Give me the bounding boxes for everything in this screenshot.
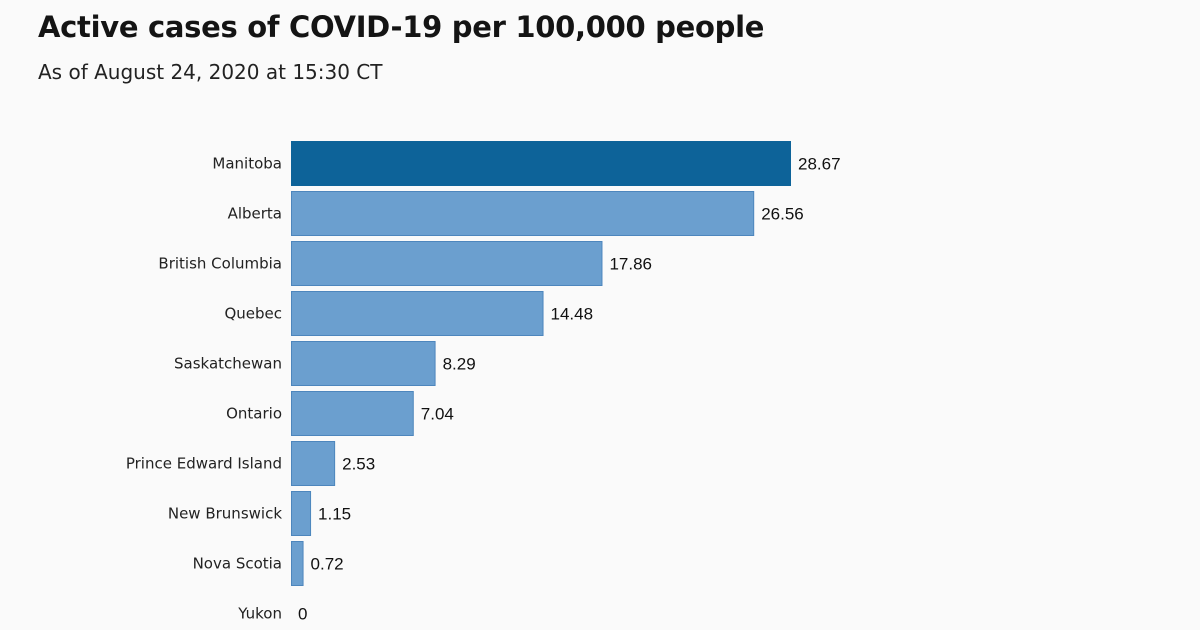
- bar-nova-scotia: [291, 541, 304, 586]
- value-label-quebec: 14.48: [551, 305, 594, 324]
- value-label-manitoba: 28.67: [798, 155, 841, 174]
- value-label-alberta: 26.56: [761, 205, 804, 224]
- value-label-yukon: 0: [298, 605, 307, 624]
- category-label-ontario: Ontario: [226, 405, 282, 423]
- bar-saskatchewan: [291, 341, 436, 386]
- category-label-prince-edward-island: Prince Edward Island: [126, 455, 282, 473]
- bar-manitoba: [291, 141, 791, 186]
- value-label-saskatchewan: 8.29: [443, 355, 476, 374]
- bar-new-brunswick: [291, 491, 312, 536]
- category-label-british-columbia: British Columbia: [158, 255, 282, 273]
- value-label-british-columbia: 17.86: [609, 255, 652, 274]
- bar-quebec: [291, 291, 544, 336]
- category-label-new-brunswick: New Brunswick: [168, 505, 282, 523]
- category-label-nova-scotia: Nova Scotia: [193, 555, 282, 573]
- bar-ontario: [291, 391, 414, 436]
- chart-subtitle: As of August 24, 2020 at 15:30 CT: [38, 60, 383, 84]
- bar-prince-edward-island: [291, 441, 336, 486]
- value-label-ontario: 7.04: [421, 405, 454, 424]
- value-label-nova-scotia: 0.72: [311, 555, 344, 574]
- category-label-manitoba: Manitoba: [212, 155, 282, 173]
- value-label-new-brunswick: 1.15: [318, 505, 351, 524]
- category-label-quebec: Quebec: [224, 305, 282, 323]
- bar-alberta: [291, 191, 755, 236]
- value-label-prince-edward-island: 2.53: [342, 455, 375, 474]
- category-label-alberta: Alberta: [228, 205, 282, 223]
- category-label-saskatchewan: Saskatchewan: [174, 355, 282, 373]
- chart-title: Active cases of COVID-19 per 100,000 peo…: [38, 10, 765, 44]
- category-label-yukon: Yukon: [237, 605, 282, 623]
- bar-british-columbia: [291, 241, 603, 286]
